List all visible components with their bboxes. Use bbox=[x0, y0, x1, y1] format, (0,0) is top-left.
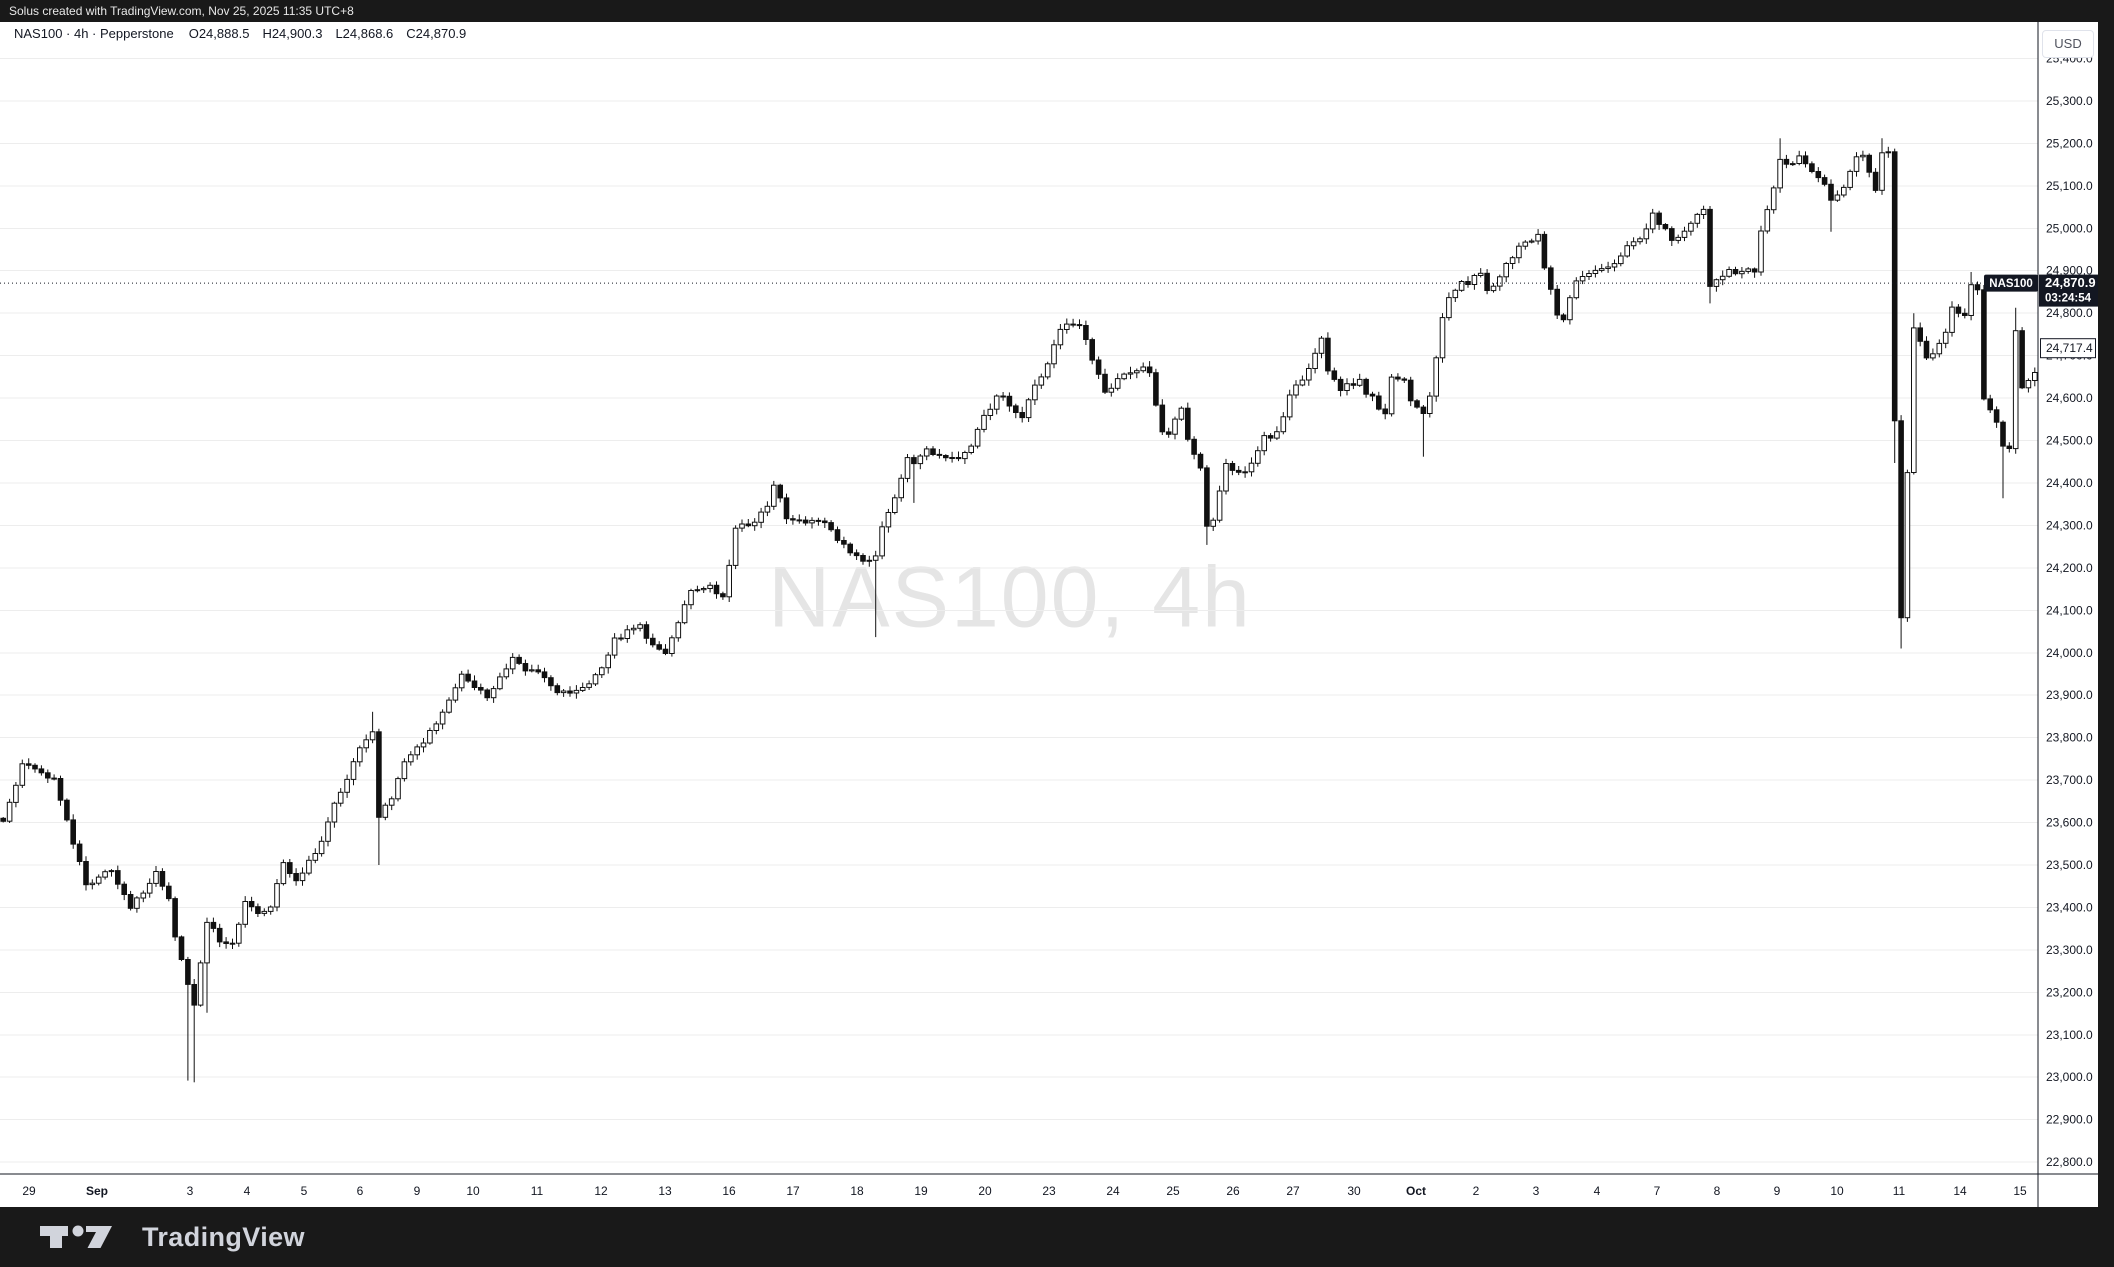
time-tick-label: 20 bbox=[978, 1184, 992, 1198]
time-tick-label: 25 bbox=[1166, 1184, 1180, 1198]
price-tick-label: 23,600.0 bbox=[2046, 816, 2093, 830]
time-tick-label: 9 bbox=[1774, 1184, 1781, 1198]
price-tick-label: 22,900.0 bbox=[2046, 1113, 2093, 1127]
price-tick-label: 23,800.0 bbox=[2046, 731, 2093, 745]
symbol-header: NAS100 · 4h · Pepperstone O24,888.5 H24,… bbox=[14, 23, 466, 43]
time-tick-label: 9 bbox=[414, 1184, 421, 1198]
attribution-bar: Solus created with TradingView.com, Nov … bbox=[0, 0, 2114, 22]
time-tick-label: 10 bbox=[466, 1184, 480, 1198]
axis-lines bbox=[0, 22, 2098, 1207]
time-tick-label: 27 bbox=[1286, 1184, 1300, 1198]
time-tick-label: 12 bbox=[594, 1184, 608, 1198]
price-line-symbol-badge: NAS100 bbox=[1984, 274, 2038, 292]
price-tick-label: 23,400.0 bbox=[2046, 900, 2093, 914]
attribution-text: Solus created with TradingView.com, Nov … bbox=[9, 4, 354, 18]
price-tick-label: 23,500.0 bbox=[2046, 858, 2093, 872]
candlestick-series bbox=[0, 138, 2038, 1083]
footer-bar: TradingView bbox=[0, 1207, 2114, 1267]
close-value: C24,870.9 bbox=[406, 25, 467, 41]
ohlc-readout: O24,888.5 H24,900.3 L24,868.6 C24,870.9 bbox=[189, 26, 467, 41]
time-tick-label: 5 bbox=[301, 1184, 308, 1198]
time-tick-label: 6 bbox=[357, 1184, 364, 1198]
price-tick-label: 23,900.0 bbox=[2046, 688, 2093, 702]
time-tick-label: 4 bbox=[244, 1184, 251, 1198]
symbol-title[interactable]: NAS100 · 4h · Pepperstone bbox=[14, 25, 174, 41]
time-tick-label: 11 bbox=[531, 1184, 544, 1198]
bar-countdown: 03:24:54 bbox=[2045, 293, 2092, 305]
price-tick-label: 23,200.0 bbox=[2046, 985, 2093, 999]
price-tick-label: 24,600.0 bbox=[2046, 391, 2093, 405]
time-tick-label: 4 bbox=[1594, 1184, 1601, 1198]
price-tick-label: 24,300.0 bbox=[2046, 518, 2093, 532]
high-value: H24,900.3 bbox=[262, 25, 323, 41]
time-tick-label: 26 bbox=[1226, 1184, 1240, 1198]
price-tick-label: 24,000.0 bbox=[2046, 646, 2093, 660]
time-tick-label: 11 bbox=[1893, 1184, 1906, 1198]
price-axis[interactable]: 22,800.0 22,900.0 23,000.0 23,100.0 23,200.0… bbox=[2046, 52, 2093, 1170]
time-tick-label: 2 bbox=[1473, 1184, 1480, 1198]
secondary-price-label: 24,717.4 bbox=[2040, 338, 2096, 359]
svg-text:24,717.4: 24,717.4 bbox=[2046, 341, 2093, 355]
price-tick-label: 23,300.0 bbox=[2046, 943, 2093, 957]
time-tick-label: 3 bbox=[187, 1184, 194, 1198]
price-tick-label: 23,000.0 bbox=[2046, 1070, 2093, 1084]
time-tick-label: 30 bbox=[1347, 1184, 1361, 1198]
time-tick-label: 23 bbox=[1042, 1184, 1056, 1198]
chart-panel: NAS100, 4h 22,800.0 22,900.0 23,000.0 23,10… bbox=[0, 22, 2098, 1207]
price-tick-label: 22,800.0 bbox=[2046, 1155, 2093, 1169]
svg-text:NAS100: NAS100 bbox=[1989, 278, 2032, 290]
last-price-badge: 24,870.9 03:24:54 bbox=[2039, 274, 2098, 307]
time-tick-label: 8 bbox=[1714, 1184, 1721, 1198]
price-tick-label: 23,700.0 bbox=[2046, 773, 2093, 787]
time-tick-label: Oct bbox=[1406, 1184, 1426, 1198]
price-tick-label: 24,800.0 bbox=[2046, 306, 2093, 320]
time-tick-label: 15 bbox=[2013, 1184, 2027, 1198]
price-tick-label: 24,500.0 bbox=[2046, 434, 2093, 448]
low-value: L24,868.6 bbox=[335, 25, 394, 41]
chart-canvas[interactable]: 22,800.0 22,900.0 23,000.0 23,100.0 23,200.0… bbox=[0, 22, 2098, 1207]
time-tick-label: 7 bbox=[1654, 1184, 1661, 1198]
price-tick-label: 24,400.0 bbox=[2046, 476, 2093, 490]
price-tick-label: 24,200.0 bbox=[2046, 561, 2093, 575]
time-tick-label: 14 bbox=[1953, 1184, 1967, 1198]
time-tick-label: 19 bbox=[914, 1184, 928, 1198]
time-tick-label: 16 bbox=[722, 1184, 736, 1198]
time-tick-label: 17 bbox=[786, 1184, 800, 1198]
price-tick-label: 25,300.0 bbox=[2046, 94, 2093, 108]
time-tick-label: 29 bbox=[22, 1184, 36, 1198]
time-axis[interactable]: 29 Sep 3 4 5 6 9 10 11 12 13 16 17 18 19 20 23 24 25 26 27 30… bbox=[22, 1184, 2027, 1198]
tradingview-wordmark[interactable]: TradingView bbox=[142, 1221, 305, 1252]
price-tick-label: 24,100.0 bbox=[2046, 603, 2093, 617]
price-tick-label: 25,000.0 bbox=[2046, 221, 2093, 235]
currency-toggle-button[interactable]: USD bbox=[2042, 30, 2094, 58]
time-tick-label: 13 bbox=[658, 1184, 672, 1198]
time-tick-label: 24 bbox=[1106, 1184, 1120, 1198]
time-tick-label: 18 bbox=[850, 1184, 864, 1198]
price-gridlines bbox=[0, 58, 2038, 1163]
price-tick-label: 23,100.0 bbox=[2046, 1028, 2093, 1042]
price-tick-label: 25,200.0 bbox=[2046, 136, 2093, 150]
time-tick-label: 10 bbox=[1830, 1184, 1844, 1198]
time-tick-label: 3 bbox=[1533, 1184, 1540, 1198]
time-tick-label: Sep bbox=[86, 1184, 108, 1198]
price-tick-label: 24,900.0 bbox=[2046, 264, 2093, 278]
tradingview-logo-icon[interactable] bbox=[38, 1222, 126, 1252]
price-tick-label: 25,100.0 bbox=[2046, 179, 2093, 193]
last-price-value: 24,870.9 bbox=[2045, 275, 2096, 290]
open-value: O24,888.5 bbox=[188, 25, 250, 41]
